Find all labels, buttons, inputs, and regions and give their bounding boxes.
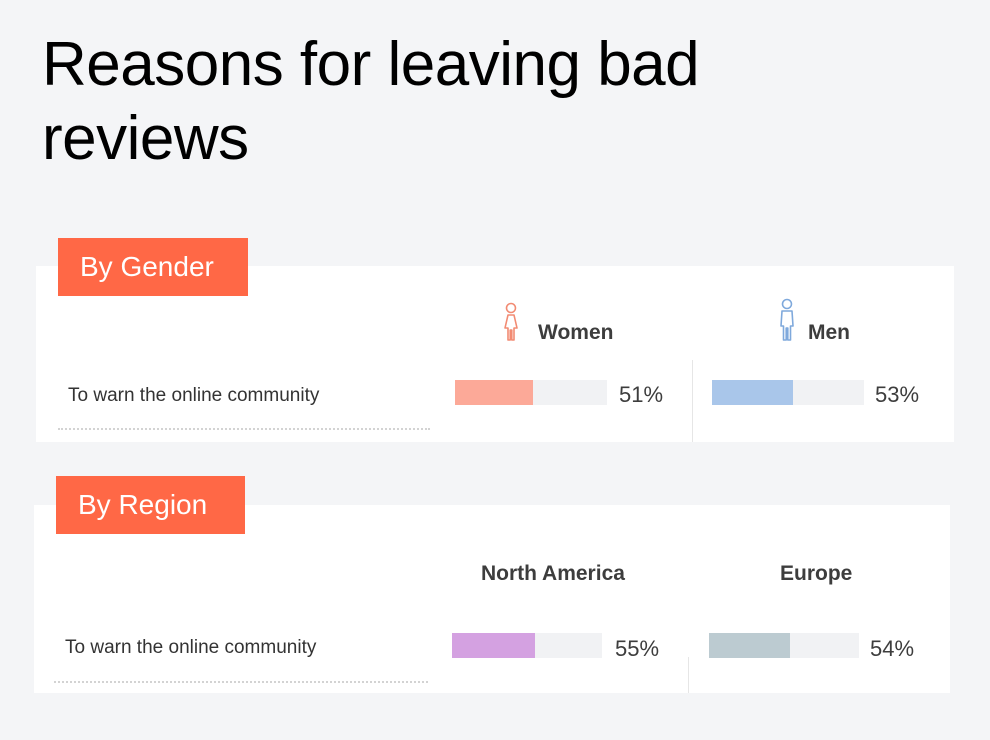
row-divider <box>54 681 428 683</box>
women-bar-track <box>455 380 607 405</box>
men-bar-track <box>712 380 864 405</box>
north-america-bar-track <box>452 633 602 658</box>
column-divider <box>692 360 693 442</box>
europe-bar <box>709 633 790 658</box>
women-bar <box>455 380 533 405</box>
by-region-tab: By Region <box>56 476 245 534</box>
men-column-header: Men <box>808 321 850 344</box>
row-divider <box>58 428 430 430</box>
column-divider <box>688 657 689 693</box>
north-america-column-header: North America <box>481 562 625 585</box>
male-person-icon <box>780 298 794 341</box>
north-america-percent-label: 55% <box>615 636 660 661</box>
women-column-header: Women <box>538 321 614 344</box>
by-gender-tab: By Gender <box>58 238 248 296</box>
men-percent-label: 53% <box>875 382 920 407</box>
men-bar <box>712 380 793 405</box>
female-person-icon <box>504 302 518 341</box>
region-row-label: To warn the online community <box>65 637 317 658</box>
region-section: North America Europe To warn the online … <box>34 505 950 693</box>
europe-column-header: Europe <box>780 562 853 585</box>
women-percent-label: 51% <box>619 382 664 407</box>
europe-bar-track <box>709 633 859 658</box>
europe-percent-label: 54% <box>870 636 915 661</box>
page-title: Reasons for leaving bad reviews <box>42 30 700 173</box>
gender-row-label: To warn the online community <box>68 385 320 406</box>
north-america-bar <box>452 633 535 658</box>
gender-section: To warn the online community Women Men 5… <box>36 266 954 442</box>
